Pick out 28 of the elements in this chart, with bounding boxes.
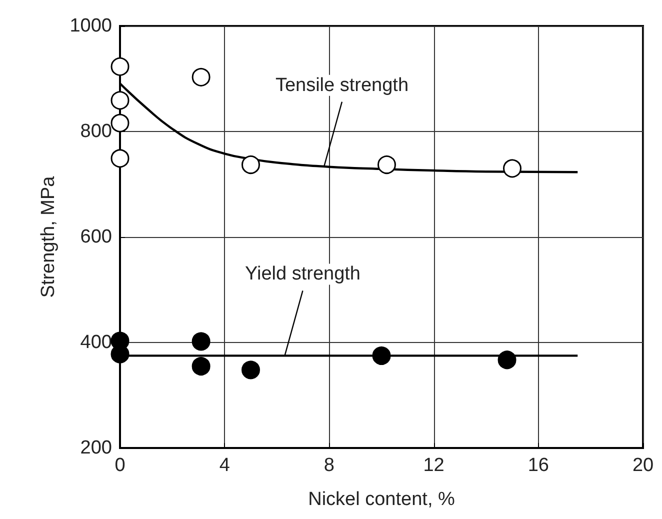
x-tick-label: 16 [528,455,549,476]
x-tick-label: 20 [632,455,654,476]
point [503,159,522,178]
point [372,346,391,365]
x-tick-label: 12 [423,455,444,476]
point [192,68,210,86]
point [110,91,130,110]
point [110,114,130,132]
y-tick-label: 800 [80,121,112,142]
point [377,155,396,174]
annotation: Yield strength [245,264,360,285]
point [110,149,130,168]
y-tick-label: 600 [80,226,112,248]
point [192,356,210,376]
point [192,332,210,351]
x-tick-label: 0 [114,455,126,476]
x-tick-label: 4 [219,455,230,476]
y-axis-title: Strength, MPa [38,176,59,298]
y-tick-label: 400 [80,332,112,353]
y-tick-label: 200 [80,438,112,458]
y-tick-label: 1000 [70,16,112,36]
x-tick-label: 8 [324,455,334,476]
point [242,155,260,174]
x-axis-title: Nickel content, % [308,489,455,510]
point [242,360,260,380]
point [110,57,130,76]
annotation: Tensile strength [275,74,409,96]
point [498,350,516,370]
